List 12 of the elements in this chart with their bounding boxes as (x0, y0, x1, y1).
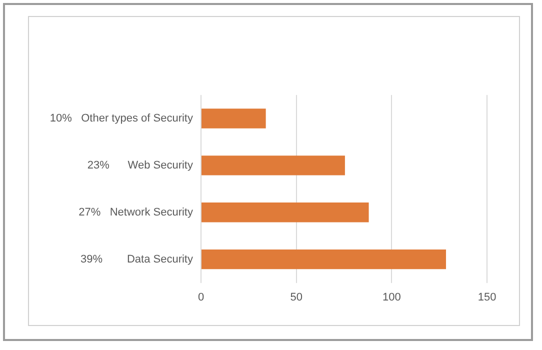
bar (202, 202, 369, 222)
y-tick-label: 39% Data Security (80, 253, 194, 266)
bar (202, 108, 266, 128)
y-tick-label: 27% Network Security (78, 206, 194, 218)
y-tick-label: 23% Web Security (87, 159, 194, 172)
x-tick-label: 0 (198, 291, 204, 304)
bar (202, 249, 446, 270)
x-tick-label: 100 (382, 291, 401, 304)
bar (202, 156, 345, 176)
x-tick-label: 50 (290, 291, 302, 304)
y-tick-label: 10% Other types of Security (50, 112, 194, 125)
x-tick-label: 150 (478, 291, 496, 304)
